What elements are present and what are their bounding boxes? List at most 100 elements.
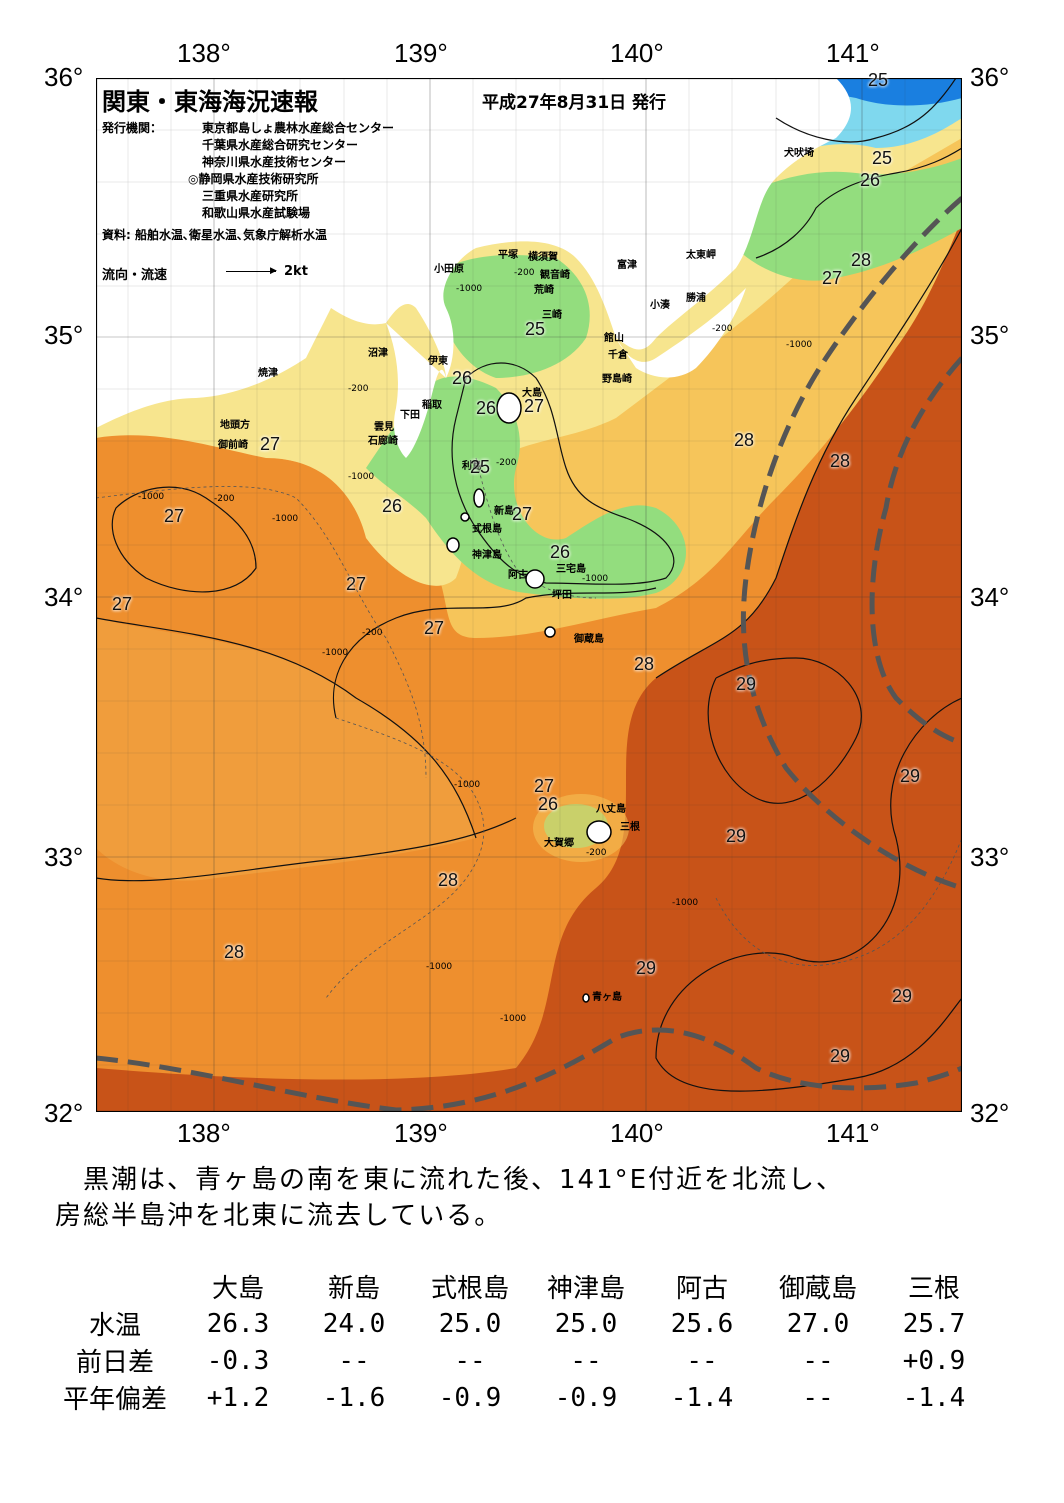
place-label: 御前崎 — [218, 440, 248, 451]
sea-zone-26-sagami — [441, 255, 590, 378]
isotherm-label: 28 — [851, 250, 872, 270]
lon-label-138: 138° — [177, 38, 231, 68]
place-label: 青ヶ島 — [592, 992, 622, 1003]
table-row: 水温 26.3 24.0 25.0 25.0 25.6 27.0 25.7 — [50, 1305, 992, 1342]
place-label: 平塚 — [498, 250, 518, 261]
place-label: 式根島 — [472, 524, 502, 535]
land-honshu — [96, 78, 851, 428]
place-label: 勝浦 — [686, 293, 706, 304]
issue-date: 平成27年8月31日 発行 — [482, 93, 667, 113]
isotherm-label: 29 — [892, 986, 913, 1006]
place-label: 伊東 — [428, 356, 448, 367]
place-label: 館山 — [604, 333, 624, 344]
depth-label: -1000 — [456, 284, 483, 294]
table-cell: -1.6 — [322, 1382, 386, 1413]
data-source: 資料: 船舶水温､衛星水温､気象庁解析水温 — [102, 228, 327, 242]
isotherm-label: 29 — [830, 1046, 851, 1066]
depth-label: -1000 — [426, 962, 453, 972]
table-cell: 25.0 — [554, 1308, 618, 1339]
table-row: 前日差 -0.3 -- -- -- -- -- +0.9 — [50, 1342, 992, 1379]
depth-label: -1000 — [272, 514, 299, 524]
depth-label: -1000 — [582, 574, 609, 584]
table-row: 平年偏差 +1.2 -1.6 -0.9 -0.9 -1.4 -- -1.4 — [50, 1379, 992, 1416]
place-label: 小湊 — [650, 300, 670, 311]
depth-label: -200 — [214, 494, 235, 504]
issuer-6: 和歌山県水産試験場 — [202, 206, 311, 220]
map-title: 関東・東海海況速報 — [102, 88, 318, 116]
table-cell: -0.9 — [554, 1382, 618, 1413]
isotherm-label: 25 — [868, 70, 889, 90]
lon-label-139-bottom: 139° — [394, 1118, 448, 1148]
island-aogashima — [582, 993, 590, 1003]
sea-zone-26 — [366, 376, 686, 599]
lat-label-34: 34° — [44, 582, 84, 612]
depth-label: -1000 — [672, 898, 699, 908]
isotherm-label: 29 — [726, 826, 747, 846]
place-label: 大賀郷 — [544, 838, 574, 849]
summary-text: 黒潮は、青ヶ島の南を東に流れた後、141°E付近を北流し、 房総半島沖を北東に流… — [55, 1162, 844, 1234]
place-label: 小田原 — [434, 264, 464, 275]
islands — [446, 392, 612, 1003]
sea-temperature-map: 関東・東海海況速報 平成27年8月31日 発行 発行機関： 東京都島しょ農林水産… — [95, 70, 963, 1113]
kuroshio-axis — [96, 196, 962, 1112]
depth-label: -200 — [348, 384, 369, 394]
place-label: 犬吠埼 — [784, 148, 814, 159]
table-cell: -- — [570, 1345, 602, 1376]
flow-arrow-icon — [226, 271, 276, 272]
table-cell: -- — [802, 1345, 834, 1376]
sea-zone-29 — [96, 178, 962, 1112]
issuer-5: 三重県水産研究所 — [202, 189, 299, 203]
isotherm-label: 25 — [525, 319, 546, 339]
place-label: 稲取 — [422, 400, 442, 411]
sea-zone-28b — [96, 618, 476, 881]
isotherm-label: 27 — [112, 594, 133, 614]
island-kozushima — [446, 537, 460, 553]
flow-legend-label: 流向・流速 — [102, 268, 168, 283]
station-header: 三根 — [907, 1274, 960, 1304]
isotherm-label: 27 — [164, 506, 185, 526]
minor-grid — [96, 78, 962, 1112]
lat-label-33-right: 33° — [970, 842, 1010, 872]
issuer-4: ◎静岡県水産技術研究所 — [188, 172, 319, 186]
summary-line-2: 房総半島沖を北東に流去している。 — [55, 1201, 503, 1231]
table-header-row: 大島 新島 式根島 神津島 阿古 御蔵島 三根 — [50, 1268, 992, 1305]
table-cell: -- — [338, 1345, 370, 1376]
isotherm-label: 28 — [830, 451, 851, 471]
depth-label: -200 — [362, 628, 383, 638]
isotherm-label: 25 — [872, 148, 893, 168]
table-cell: +0.9 — [902, 1345, 966, 1376]
isotherm-label: 26 — [550, 542, 571, 562]
issuer-list: 東京都島しょ農林水産総合センター 千葉県水産総合研究センター 神奈川県水産技術セ… — [188, 120, 394, 222]
isotherm-label: 29 — [736, 674, 757, 694]
place-label: 千倉 — [608, 350, 628, 361]
depth-label: -200 — [586, 848, 607, 858]
isotherm-label: 28 — [438, 870, 459, 890]
table-corner — [50, 1268, 180, 1305]
table-cell: 25.0 — [438, 1308, 502, 1339]
lat-label-34-right: 34° — [970, 582, 1010, 612]
isotherm-label: 26 — [382, 496, 403, 516]
place-label: 三根 — [620, 822, 640, 833]
isotherm-label: 25 — [470, 457, 491, 477]
summary-line-1: 黒潮は、青ヶ島の南を東に流れた後、141°E付近を北流し、 — [55, 1165, 845, 1195]
isotherm-label: 27 — [260, 434, 281, 454]
lat-label-32: 32° — [44, 1098, 84, 1128]
table-cell: -1.4 — [670, 1382, 734, 1413]
depth-label: -1000 — [138, 492, 165, 502]
place-label: 太東岬 — [686, 250, 716, 261]
row-label: 水温 — [88, 1311, 141, 1341]
land-boso — [616, 288, 746, 378]
island-miyakejima — [525, 569, 545, 589]
table-cell: -- — [686, 1345, 718, 1376]
station-header: 新島 — [327, 1274, 380, 1304]
table-cell: 25.6 — [670, 1308, 734, 1339]
place-label: 利島 — [462, 461, 482, 472]
place-label: 神津島 — [472, 550, 502, 561]
flow-arrowhead-icon: ▶ — [270, 266, 277, 276]
isotherm-label: 27 — [524, 396, 545, 416]
isotherm-label: 28 — [634, 654, 655, 674]
isotherm-label: 26 — [452, 368, 473, 388]
isotherm-label: 27 — [534, 776, 555, 796]
depth-label: -1000 — [500, 1014, 527, 1024]
lon-label-141-bottom: 141° — [826, 1118, 880, 1148]
